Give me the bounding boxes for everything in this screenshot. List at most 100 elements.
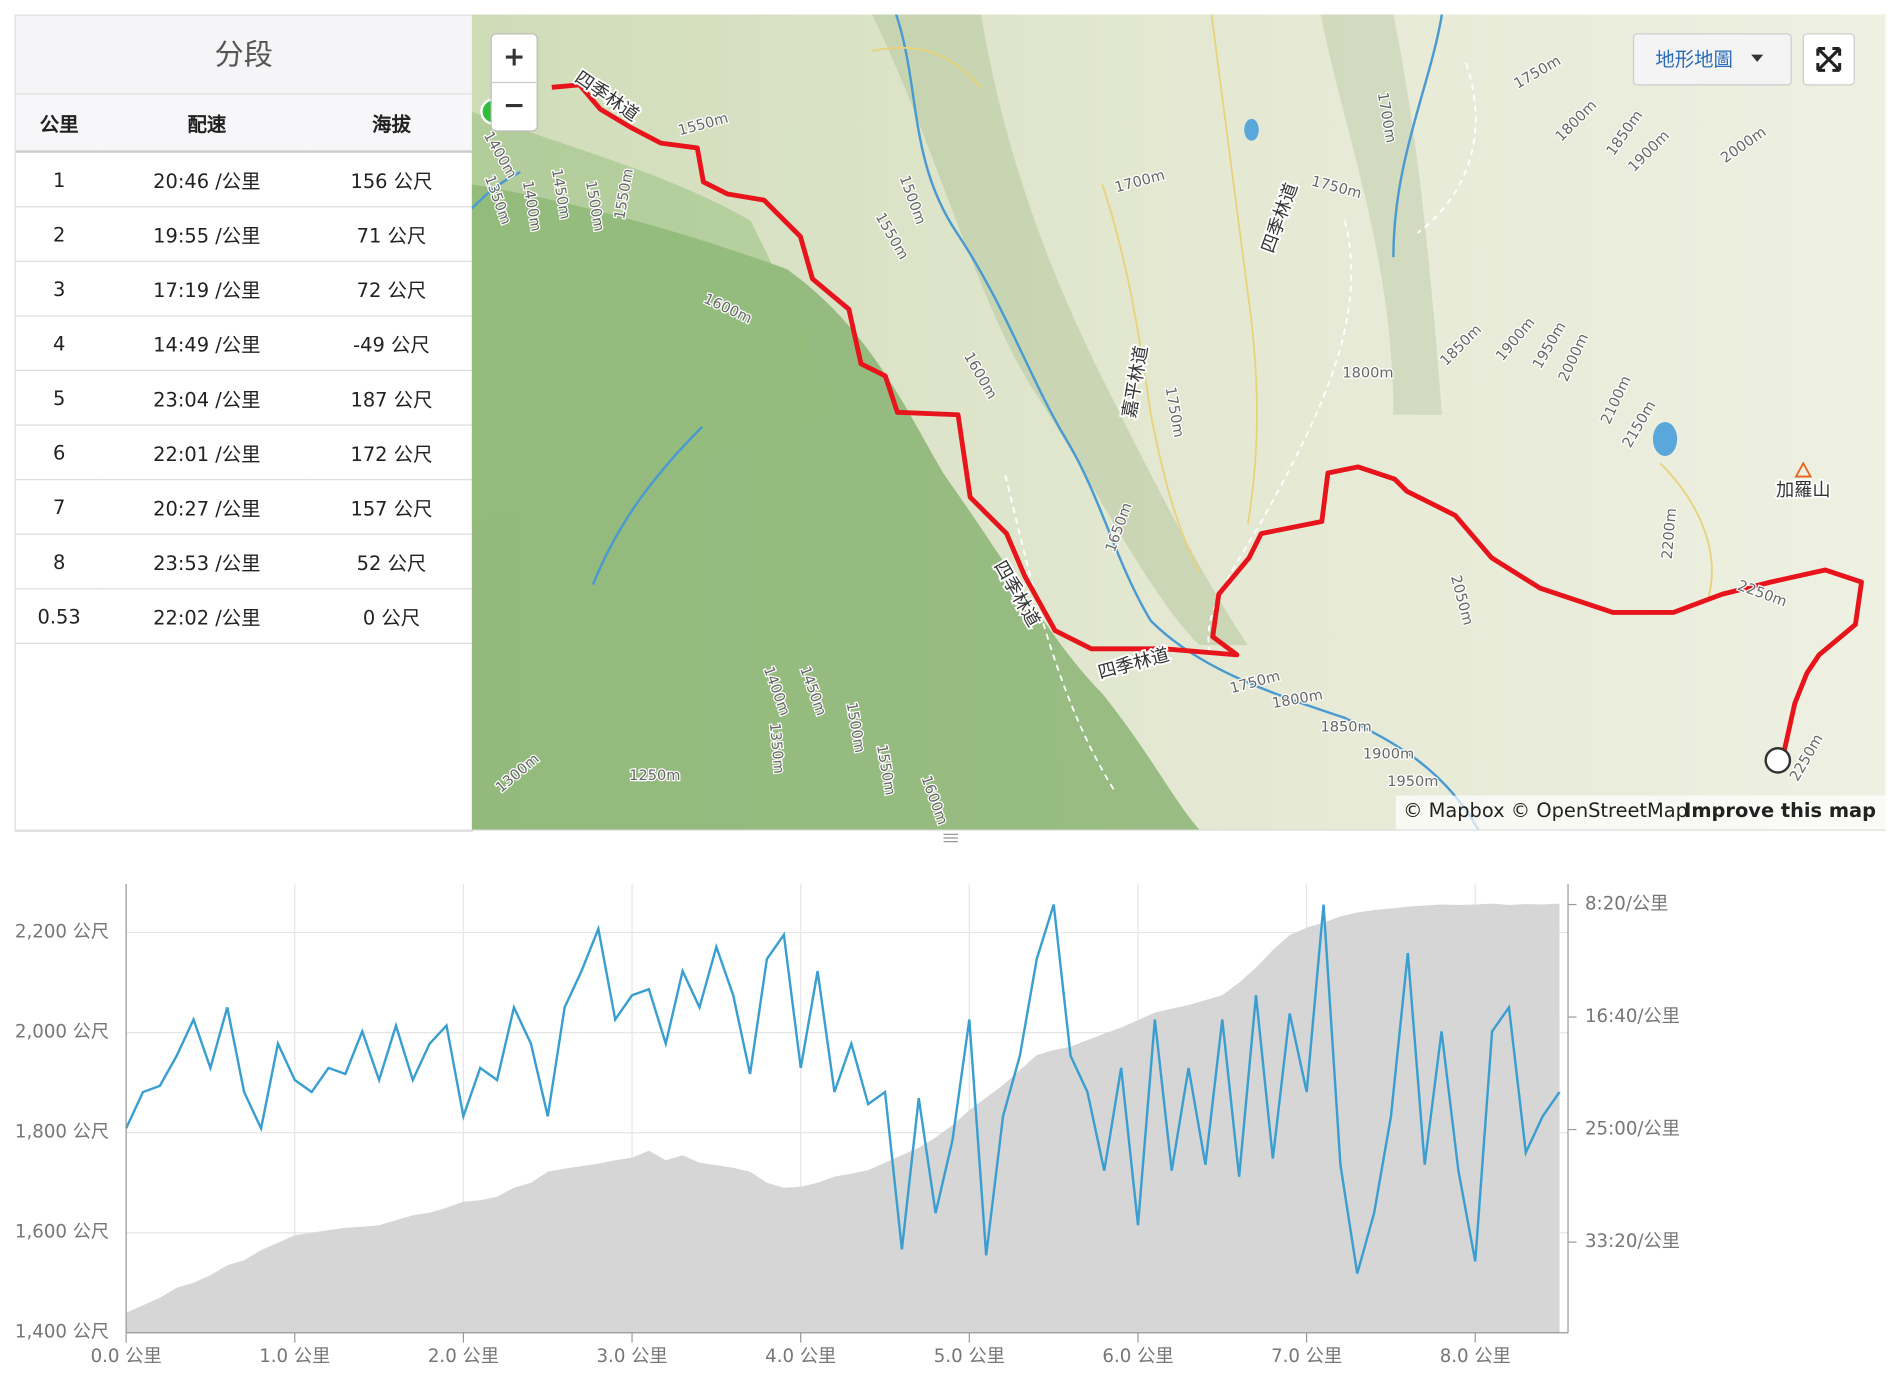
- lake: [1652, 422, 1678, 456]
- column-header: 配速: [102, 94, 312, 153]
- split-cell: 19:55 /公里: [102, 206, 312, 262]
- x-tick-label: 0.0 公里: [91, 1346, 162, 1367]
- y2-tick-label: 8:20/公里: [1585, 894, 1668, 915]
- attribution: © Mapbox © OpenStreetMap: [1403, 799, 1688, 822]
- ridge-shade: [871, 14, 1248, 646]
- header-row: 公里 配速 海拔: [15, 94, 472, 153]
- split-cell: 1: [15, 151, 103, 208]
- zoom-in[interactable]: +: [503, 42, 525, 73]
- split-cell: 4: [15, 315, 103, 372]
- x-tick-label: 6.0 公里: [1102, 1346, 1173, 1367]
- x-tick-label: 3.0 公里: [597, 1346, 668, 1367]
- split-cell: 72 公尺: [311, 261, 472, 317]
- split-row: 4 14:49 /公里 -49 公尺: [15, 315, 472, 372]
- forest-area: [471, 111, 836, 524]
- map-label: 1900m: [1363, 745, 1414, 762]
- split-cell: 52 公尺: [311, 534, 472, 590]
- split-cell: 14:49 /公里: [102, 315, 312, 372]
- trails: [1004, 62, 1477, 792]
- rivers: [471, 14, 1480, 830]
- attribution-bg: [1395, 795, 1886, 830]
- x-tick-label: 1.0 公里: [259, 1346, 330, 1367]
- split-cell: 8: [15, 534, 103, 590]
- line: [125, 904, 1561, 1274]
- split-cell: 5: [15, 370, 103, 426]
- split-cell: 7: [15, 479, 103, 535]
- split-cell: 22:02 /公里: [102, 588, 312, 644]
- split-row: 5 23:04 /公里 187 公尺: [15, 370, 472, 426]
- split-cell: 20:46 /公里: [102, 151, 312, 208]
- map-label: 1250m: [629, 767, 680, 784]
- column-header: 海拔: [311, 94, 472, 153]
- map-label: 1350m: [766, 722, 787, 774]
- x-tick-label: 7.0 公里: [1271, 1346, 1342, 1367]
- route: [551, 82, 1864, 759]
- split-cell: 187 公尺: [311, 370, 472, 426]
- x-tick-label: 2.0 公里: [428, 1346, 499, 1367]
- split-cell: 22:01 /公里: [102, 425, 312, 481]
- split-row: 6 22:01 /公里 172 公尺: [15, 425, 472, 481]
- layer-button-label[interactable]: 地形地圖: [1655, 48, 1733, 71]
- map-label: 1800m: [1342, 365, 1393, 382]
- map-label: 加羅山: [1776, 480, 1831, 501]
- x-tick-label: 5.0 公里: [934, 1346, 1005, 1367]
- y2-tick-label: 33:20/公里: [1585, 1231, 1680, 1252]
- y2-tick-label: 16:40/公里: [1585, 1006, 1680, 1027]
- split-row: 0.53 22:02 /公里 0 公尺: [15, 588, 472, 644]
- split-cell: 3: [15, 261, 103, 317]
- tracks: [871, 14, 1713, 597]
- x-tick-label: 8.0 公里: [1440, 1346, 1511, 1367]
- resize-handle: [943, 833, 959, 843]
- table-body: 1 20:46 /公里 156 公尺 2 19:55 /公里 71 公尺 3 17:19 /公…: [15, 151, 472, 644]
- chart: 1,400 公尺 1,600 公尺 1,800 公尺 2,000 公尺 2,200 公尺…: [15, 833, 1680, 1367]
- column-header: 公里: [15, 94, 103, 153]
- y2-tick-label: 25:00/公里: [1585, 1119, 1680, 1140]
- dropdown-caret: [1751, 54, 1764, 62]
- split-cell: 20:27 /公里: [102, 479, 312, 535]
- map-label: 1950m: [1387, 773, 1438, 790]
- zoom-out[interactable]: −: [503, 90, 525, 121]
- split-row: 7 20:27 /公里 157 公尺: [15, 479, 472, 535]
- split-cell: 71 公尺: [311, 206, 472, 262]
- y-tick-label: 1,400 公尺: [15, 1322, 109, 1343]
- split-row: 1 20:46 /公里 156 公尺: [15, 151, 472, 208]
- chart-panel: 1,400 公尺 1,600 公尺 1,800 公尺 2,000 公尺 2,200 公尺…: [14, 829, 1886, 1383]
- x-tick-label: 4.0 公里: [765, 1346, 836, 1367]
- lake: [1244, 118, 1259, 141]
- split-cell: 6: [15, 425, 103, 481]
- map-label: 1850m: [1320, 719, 1371, 736]
- split-cell: 2: [15, 206, 103, 262]
- split-cell: 0 公尺: [311, 588, 472, 644]
- y-tick-label: 1,800 公尺: [15, 1122, 109, 1143]
- split-row: 8 23:53 /公里 52 公尺: [15, 534, 472, 590]
- split-cell: -49 公尺: [311, 315, 472, 372]
- layer-button[interactable]: [1632, 33, 1792, 86]
- y-tick-label: 2,000 公尺: [15, 1022, 109, 1043]
- improve-link[interactable]: Improve this map: [1684, 799, 1876, 822]
- splits-table: 公里 配速 海拔 1 20:46 /公里 156 公尺 2 19:55 /公里 71 公尺 3 1…: [15, 94, 472, 644]
- split-cell: 17:19 /公里: [102, 261, 312, 317]
- splits-panel: 分段 公里 配速 海拔 1 20:46 /公里 156 公尺 2 19:55 /公里 71 公…: [14, 14, 473, 832]
- splits-title: 分段: [15, 15, 472, 95]
- split-cell: 157 公尺: [311, 479, 472, 535]
- map-label: 1500m: [582, 179, 608, 232]
- split-row: 3 17:19 /公里 72 公尺: [15, 261, 472, 317]
- y-tick-label: 1,600 公尺: [15, 1222, 109, 1243]
- split-cell: 156 公尺: [311, 151, 472, 208]
- fullscreen-icon: [1816, 46, 1842, 72]
- split-row: 2 19:55 /公里 71 公尺: [15, 206, 472, 262]
- map[interactable]: 四季林道 1550m 1400m 1450m 1500m 1550m 1350m 1400m 1…: [471, 14, 1886, 830]
- split-cell: 23:04 /公里: [102, 370, 312, 426]
- y-tick-label: 2,200 公尺: [15, 922, 109, 943]
- split-cell: 0.53: [15, 588, 103, 644]
- map-label: 2200m: [1659, 507, 1680, 559]
- ridge-shade: [1320, 14, 1442, 415]
- split-cell: 172 公尺: [311, 425, 472, 481]
- split-cell: 23:53 /公里: [102, 534, 312, 590]
- finish-marker: [1764, 747, 1792, 774]
- area: [126, 903, 1560, 1333]
- peak-icon: [1794, 461, 1813, 478]
